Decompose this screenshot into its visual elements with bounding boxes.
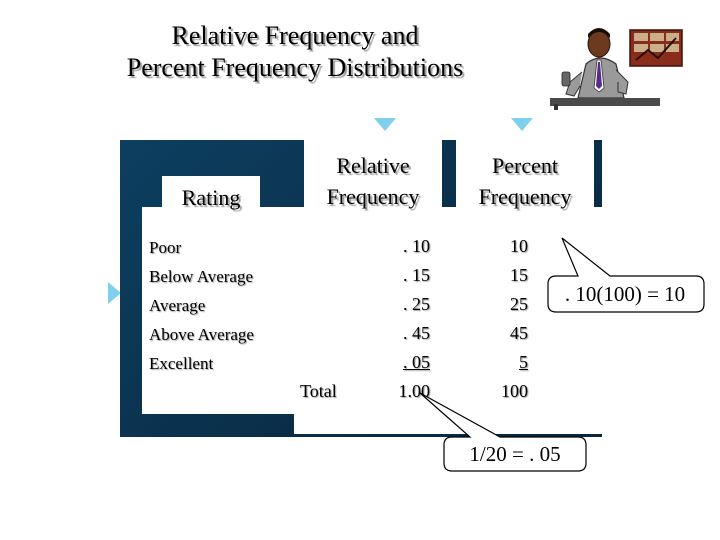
- percent-value: 25: [510, 294, 528, 314]
- percent-total: 100: [501, 381, 528, 401]
- percent-value: 45: [510, 323, 528, 343]
- frequency-columns-area: [294, 207, 602, 434]
- percent-header-line-1: Percent: [492, 153, 558, 178]
- relative-value: . 45: [403, 323, 430, 343]
- relative-header-line-2: Frequency: [326, 184, 420, 209]
- rating-label: Below Average: [149, 267, 254, 286]
- relative-value: . 05: [403, 352, 430, 372]
- relative-value: . 25: [403, 294, 430, 314]
- relative-frequency-header: Relative Frequency: [304, 150, 442, 212]
- rating-label: Poor: [149, 238, 182, 257]
- relative-value: . 10: [403, 236, 430, 256]
- relative-header-box: [304, 140, 442, 210]
- relative-total: 1.00: [398, 381, 431, 401]
- percent-header-line-2: Frequency: [478, 184, 572, 209]
- percent-callout-text: . 10(100) = 10: [564, 282, 686, 306]
- rating-label: Above Average: [149, 325, 254, 344]
- relative-callout-text: 1/20 = . 05: [469, 442, 561, 466]
- relative-value: . 15: [403, 265, 430, 285]
- relative-header-line-1: Relative: [336, 153, 410, 178]
- rating-list: Poor Below Average Average Above Average…: [149, 233, 254, 378]
- percent-header-box: [456, 140, 594, 210]
- relative-frequency-values: . 10 . 15 . 25 . 45 . 05: [380, 232, 430, 377]
- slide-title: Relative Frequency and Percent Frequency…: [60, 20, 530, 84]
- pointer-triangle-percent: [511, 118, 533, 131]
- percent-frequency-header: Percent Frequency: [456, 150, 594, 212]
- rating-label: Average: [149, 296, 206, 315]
- rating-header: Rating: [181, 185, 241, 210]
- title-line-1: Relative Frequency and: [171, 21, 419, 50]
- rating-label: Excellent: [149, 354, 214, 373]
- percent-value: 15: [510, 265, 528, 285]
- pointer-triangle-relative: [374, 118, 396, 131]
- percent-value: 10: [510, 236, 528, 256]
- title-line-2: Percent Frequency Distributions: [126, 53, 464, 82]
- percent-value: 5: [519, 352, 528, 372]
- percent-frequency-values: 10 15 25 45 5: [478, 232, 528, 377]
- rating-column-area: [142, 207, 294, 414]
- rating-header-box: [162, 176, 260, 209]
- pointer-triangle-row: [108, 282, 121, 304]
- total-label: Total: [300, 381, 337, 401]
- businessman-at-desk-icon: [550, 28, 683, 110]
